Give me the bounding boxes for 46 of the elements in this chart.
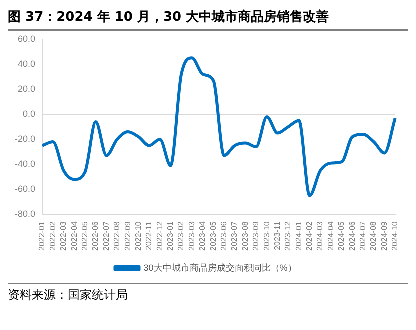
- x-tick-label: 2022-10: [134, 221, 143, 251]
- chart-title: 图 37：2024 年 10 月，30 大中城市商品房销售改善: [8, 8, 408, 31]
- x-tick-label: 2022-11: [144, 221, 154, 250]
- x-tick-label: 2023-02: [176, 221, 186, 251]
- line-series: [41, 56, 397, 198]
- x-tick-label: 2022-05: [80, 221, 90, 251]
- x-tick-label: 2023-03: [187, 221, 196, 251]
- x-tick-label: 2022-03: [59, 221, 68, 251]
- x-tick-label: 2024-08: [369, 221, 378, 251]
- y-tick-label: 40.0: [18, 58, 36, 69]
- x-tick-label: 2022-09: [123, 221, 132, 251]
- x-tick-label: 2024-05: [337, 221, 346, 251]
- x-tick-label: 2024-02: [305, 221, 314, 251]
- y-tick-label: 60.0: [18, 34, 36, 44]
- x-tick-label: 2023-10: [262, 221, 272, 251]
- legend-label: 30大中城市商品房成交面积同比（%）: [144, 262, 297, 273]
- x-tick-label: 2022-12: [155, 221, 164, 251]
- x-tick-label: 2023-01: [166, 221, 176, 251]
- x-tick-label: 2022-02: [48, 221, 58, 251]
- x-tick-label: 2023-06: [220, 221, 229, 251]
- x-tick-label: 2024-01: [294, 221, 304, 251]
- x-tick-label: 2024-06: [348, 221, 357, 251]
- x-tick-label: 2022-01: [38, 221, 47, 251]
- x-tick-label: 2022-06: [91, 221, 100, 251]
- y-tick-label: 0.0: [23, 108, 36, 119]
- x-tick-label: 2024-10: [390, 221, 400, 251]
- x-tick-label: 2023-12: [284, 221, 293, 251]
- x-tick-label: 2023-09: [252, 221, 261, 251]
- y-tick-label: -80.0: [15, 209, 36, 220]
- text: 资料来源：国家统计局: [8, 283, 408, 304]
- x-tick-label: 2023-04: [198, 221, 208, 251]
- x-tick-label: 2024-07: [358, 221, 368, 251]
- x-tick-label: 2024-09: [380, 221, 389, 251]
- x-tick-label: 2024-04: [326, 221, 336, 251]
- x-tick-label: 2022-04: [70, 221, 79, 251]
- y-tick-label: -20.0: [15, 134, 36, 144]
- y-tick-label: -40.0: [15, 159, 36, 170]
- y-tick-label: 20.0: [18, 84, 36, 94]
- y-tick-label: -60.0: [15, 184, 36, 194]
- x-tick-label: 2023-05: [208, 221, 218, 251]
- x-tick-label: 2022-08: [112, 221, 122, 251]
- x-tick-label: 2024-03: [316, 221, 325, 251]
- x-tick-label: 2023-11: [272, 221, 282, 250]
- x-tick-label: 2022-07: [102, 221, 111, 251]
- x-tick-label: 2023-08: [240, 221, 250, 251]
- x-tick-label: 2023-07: [230, 221, 240, 251]
